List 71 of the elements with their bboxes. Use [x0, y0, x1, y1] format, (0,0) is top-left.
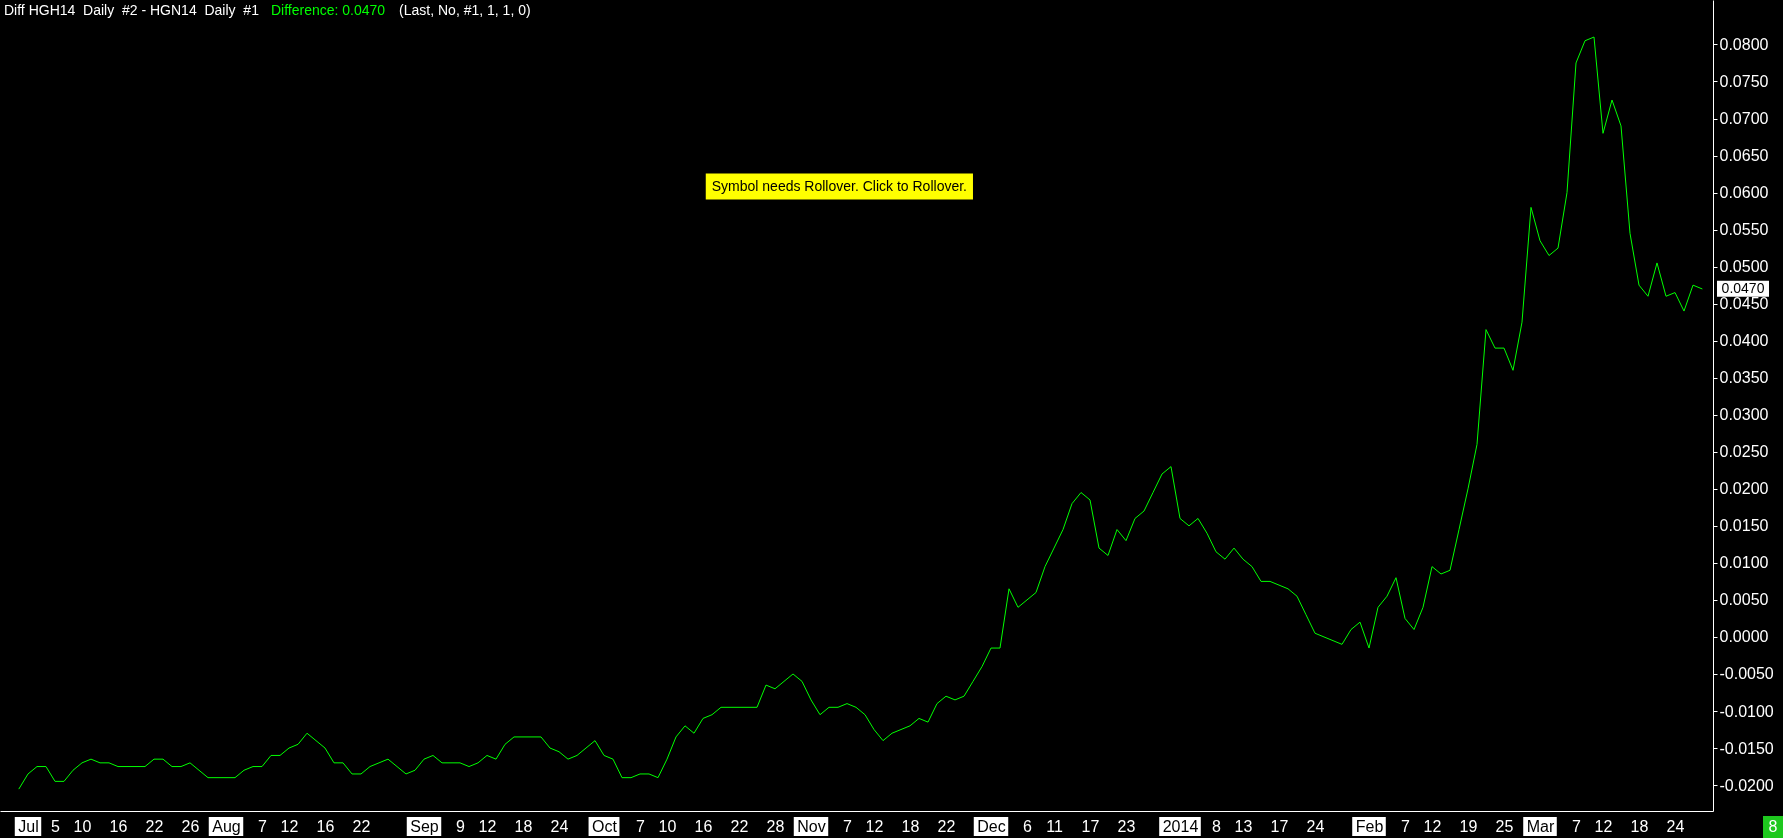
y-tick-label: 0.0450 — [1719, 295, 1769, 313]
y-tick-label: 0.0100 — [1719, 554, 1769, 572]
x-tick-label: 7 — [636, 817, 646, 835]
x-tick-label: 13 — [1234, 817, 1253, 835]
y-tick-label: 0.0600 — [1719, 184, 1769, 202]
x-tick-label: 25 — [1495, 817, 1514, 835]
x-tick-label: 18 — [514, 817, 533, 835]
x-tick-label: 12 — [280, 817, 299, 835]
x-tick-label: 16 — [109, 817, 128, 835]
y-tick-label: 0.0150 — [1719, 517, 1769, 535]
x-tick-label: Aug — [212, 817, 241, 835]
x-tick-label: 16 — [316, 817, 335, 835]
x-tick-label: 10 — [73, 817, 92, 835]
x-tick-label: Jul — [18, 817, 39, 835]
x-tick-label: 18 — [901, 817, 920, 835]
x-tick-label: 7 — [1572, 817, 1582, 835]
x-tick-label: Dec — [977, 817, 1006, 835]
x-tick-label: 5 — [51, 817, 61, 835]
y-tick-label: 0.0550 — [1719, 221, 1769, 239]
y-tick-label: 0.0300 — [1719, 406, 1769, 424]
x-tick-label: 18 — [1630, 817, 1649, 835]
x-tick-label: 22 — [730, 817, 749, 835]
x-tick-label: 10 — [658, 817, 677, 835]
chart-title: Diff HGH14 Daily #2 - HGN14 Daily #1 — [4, 2, 260, 18]
x-tick-label: 24 — [1306, 817, 1325, 835]
x-tick-label: 6 — [1023, 817, 1033, 835]
x-tick-label: 19 — [1459, 817, 1478, 835]
x-tick-label: 28 — [766, 817, 785, 835]
annotation: Symbol needs Rollover. Click to Rollover. — [711, 177, 967, 194]
x-tick-label: Nov — [797, 817, 826, 835]
y-tick-label: 0.0250 — [1719, 443, 1769, 461]
y-tick-label: 0.0750 — [1719, 72, 1769, 90]
x-tick-label: 16 — [694, 817, 713, 835]
y-tick-label: 0.0400 — [1719, 332, 1769, 350]
x-tick-label: 24 — [550, 817, 569, 835]
x-tick-label: Sep — [410, 817, 439, 835]
x-tick-label: 12 — [478, 817, 497, 835]
line-series — [18, 36, 1703, 790]
y-tick-label: 0.0350 — [1719, 369, 1769, 387]
x-tick-label: 12 — [1423, 817, 1442, 835]
y-tick-label: 0.0000 — [1719, 628, 1769, 646]
x-tick-label: Oct — [592, 817, 618, 835]
y-tick-label: -0.0050 — [1719, 665, 1774, 683]
y-tick-label: 0.0200 — [1719, 480, 1769, 498]
x-tick-label: 17 — [1081, 817, 1100, 835]
x-tick-label: 26 — [181, 817, 200, 835]
x-tick-label: 7 — [1401, 817, 1411, 835]
y-tick-label: -0.0200 — [1719, 776, 1774, 794]
x-tick-label: 7 — [258, 817, 268, 835]
x-tick-label: 22 — [145, 817, 164, 835]
x-tick-label: 17 — [1270, 817, 1289, 835]
x-tick-label: 22 — [937, 817, 956, 835]
y-tick-label: 0.0050 — [1719, 591, 1769, 609]
x-tick-label: 22 — [352, 817, 371, 835]
y-tick-label: 0.0700 — [1719, 110, 1769, 127]
y-tick-label: 0.0650 — [1719, 147, 1769, 165]
annotation: Difference: 0.0470 — [270, 2, 386, 18]
text: 0.0470 — [1721, 279, 1765, 296]
x-tick-label: 8 — [1212, 817, 1222, 835]
annotation: (Last, No, #1, 1, 1, 0) — [399, 2, 531, 18]
y-tick-label: -0.0100 — [1719, 702, 1774, 720]
x-tick-label: 11 — [1046, 817, 1063, 835]
y-tick-label: 0.0800 — [1719, 35, 1769, 53]
x-tick-label: 23 — [1117, 817, 1136, 835]
y-tick-label: -0.0150 — [1719, 739, 1774, 757]
x-tick-label: 12 — [1594, 817, 1613, 835]
x-tick-label: 7 — [843, 817, 853, 835]
x-tick-label: 12 — [865, 817, 884, 835]
x-tick-label: 24 — [1666, 817, 1685, 835]
x-tick-label: 9 — [456, 817, 466, 835]
y-tick-label: 0.0500 — [1719, 258, 1769, 276]
